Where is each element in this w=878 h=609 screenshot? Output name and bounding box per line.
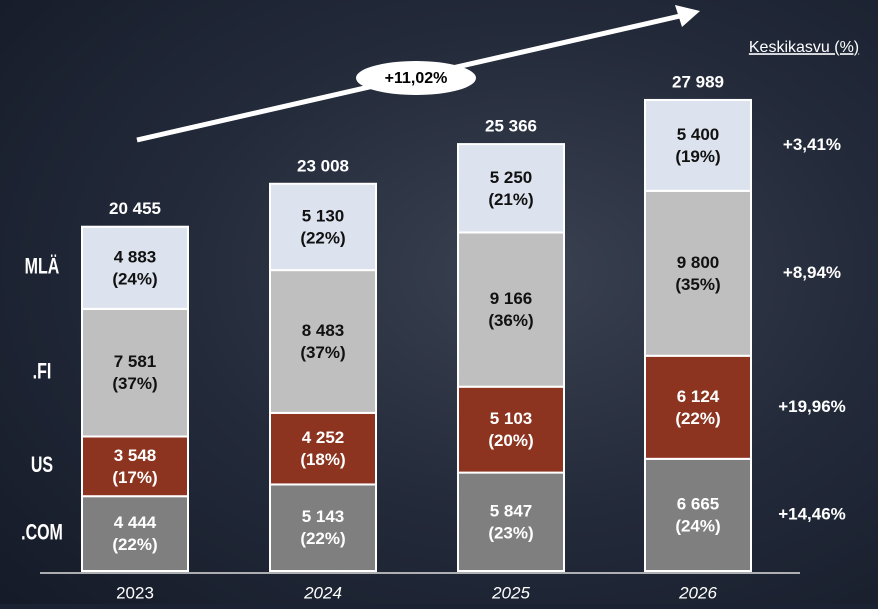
chart: +11,02% Keskikasvu (%) 4 444 (22%) .COM 3 5…: [0, 0, 878, 604]
share-label: (23%): [488, 523, 533, 542]
bar-segment: [458, 473, 564, 571]
share-label: (24%): [112, 269, 157, 288]
value-label: 6 124: [677, 387, 720, 406]
bar-segment: [645, 191, 751, 356]
value-label: 4 252: [302, 428, 345, 447]
share-label: (19%): [675, 147, 720, 166]
growth-label: +3,41%: [783, 135, 841, 154]
x-tick-label: 2023: [116, 583, 154, 602]
value-label: 5 847: [490, 501, 533, 520]
value-label: 5 250: [490, 168, 533, 187]
share-label: (22%): [300, 228, 345, 247]
growth-title: Keskikasvu (%): [749, 39, 859, 56]
value-label: 9 166: [490, 289, 533, 308]
bar-segment: [458, 387, 564, 473]
bar-segment: [645, 100, 751, 191]
value-label: 6 665: [677, 494, 720, 513]
share-label: (20%): [488, 431, 533, 450]
series-label: US: [31, 454, 53, 478]
series-label: .FI: [33, 360, 52, 384]
bar-segment: [645, 459, 751, 571]
share-label: (22%): [300, 529, 345, 548]
bar-segment: [270, 413, 376, 485]
bar-segment: [458, 232, 564, 386]
bar-segment: [270, 184, 376, 270]
series-label: .COM: [21, 521, 63, 545]
value-label: 7 581: [114, 352, 157, 371]
value-label: 5 103: [490, 409, 533, 428]
share-label: (37%): [300, 343, 345, 362]
share-label: (18%): [300, 450, 345, 469]
value-label: 3 548: [114, 446, 157, 465]
total-label: 27 989: [672, 72, 724, 91]
bar-segment: [270, 270, 376, 413]
x-tick-label: 2025: [491, 583, 530, 602]
bar-segment: [82, 496, 188, 571]
share-label: (22%): [112, 535, 157, 554]
total-label: 25 366: [485, 117, 537, 136]
share-label: (37%): [112, 374, 157, 393]
bar-segment: [645, 356, 751, 459]
bar-segment: [458, 144, 564, 232]
share-label: (21%): [488, 190, 533, 209]
bar-segment: [270, 484, 376, 571]
growth-label: +14,46%: [778, 504, 846, 523]
value-label: 5 400: [677, 125, 720, 144]
growth-label: +19,96%: [778, 397, 846, 416]
bar-segment: [82, 309, 188, 437]
share-label: (24%): [675, 516, 720, 535]
value-label: 4 883: [114, 247, 157, 266]
x-tick-label: 2024: [303, 583, 342, 602]
series-label: MLÄ: [25, 255, 60, 279]
value-label: 5 143: [302, 507, 345, 526]
value-label: 5 130: [302, 206, 345, 225]
share-label: (17%): [112, 468, 157, 487]
x-tick-label: 2026: [678, 583, 717, 602]
total-label: 20 455: [109, 199, 161, 218]
value-label: 4 444: [114, 513, 157, 532]
value-label: 9 800: [677, 253, 720, 272]
growth-label: +8,94%: [783, 263, 841, 282]
share-label: (22%): [675, 409, 720, 428]
trend-label: +11,02%: [385, 70, 448, 87]
value-label: 8 483: [302, 321, 345, 340]
share-label: (36%): [488, 311, 533, 330]
bar-segment: [82, 227, 188, 309]
share-label: (35%): [675, 275, 720, 294]
total-label: 23 008: [297, 156, 349, 175]
